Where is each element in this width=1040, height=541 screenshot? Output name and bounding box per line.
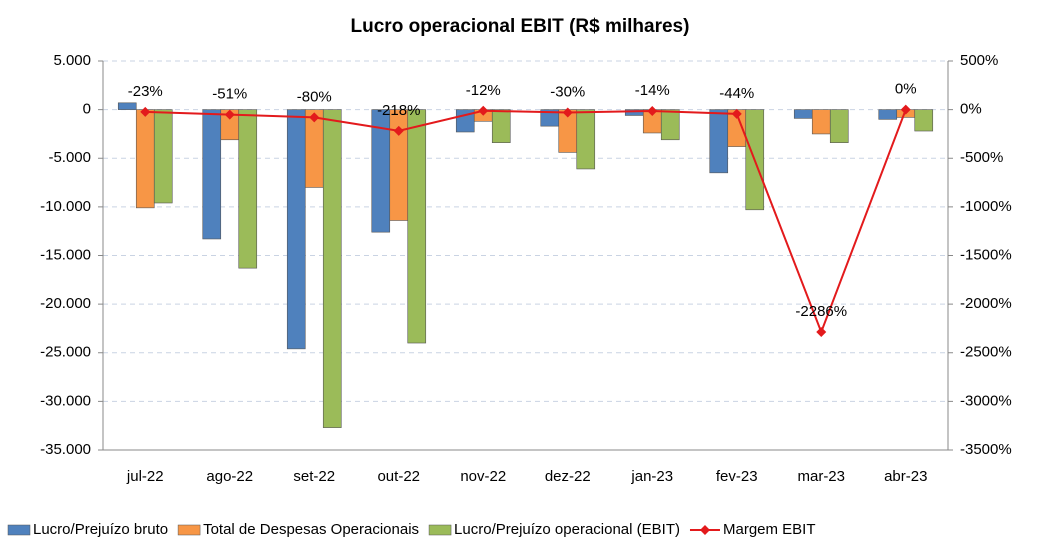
marker (562, 107, 573, 118)
marker (140, 106, 151, 117)
y2-tick-label: -500% (960, 149, 1003, 166)
legend-label: Lucro/Prejuízo operacional (EBIT) (454, 521, 680, 538)
bar (407, 109, 427, 344)
y-tick-label: -10.000 (40, 198, 91, 215)
x-tick-label: out-22 (377, 468, 420, 485)
bar (135, 109, 155, 209)
bar (660, 109, 680, 141)
bar (286, 109, 306, 350)
x-tick-label: mar-23 (797, 468, 845, 485)
data-label: -44% (719, 85, 754, 102)
bar (793, 109, 813, 119)
bar (202, 109, 222, 240)
marker (393, 125, 404, 136)
data-label: -51% (212, 86, 247, 103)
legend-swatch (177, 524, 201, 536)
bar (238, 109, 258, 269)
marker (647, 105, 658, 116)
chart-title: Lucro operacional EBIT (R$ milhares) (351, 16, 690, 37)
y2-tick-label: -3500% (960, 441, 1012, 458)
marker (816, 326, 827, 337)
marker (309, 112, 320, 123)
y2-tick-label: -1500% (960, 246, 1012, 263)
y2-tick-label: -2500% (960, 344, 1012, 361)
bar (878, 109, 898, 120)
legend-label: Total de Despesas Operacionais (203, 521, 419, 538)
data-label: -23% (128, 83, 163, 100)
marker (478, 105, 489, 116)
data-label: -14% (635, 82, 670, 99)
data-label: -12% (466, 82, 501, 99)
legend-marker (699, 525, 710, 535)
x-tick-label: abr-23 (884, 468, 927, 485)
x-tick-label: jul-22 (126, 468, 164, 485)
data-label: -2286% (795, 303, 847, 320)
x-tick-label: jan-23 (630, 468, 673, 485)
marker (224, 109, 235, 120)
y-tick-label: -25.000 (40, 344, 91, 361)
y-tick-label: -20.000 (40, 295, 91, 312)
y2-tick-label: -2000% (960, 295, 1012, 312)
bar (709, 109, 729, 174)
legend-label: Margem EBIT (723, 521, 816, 538)
bar (117, 102, 137, 110)
marker (731, 108, 742, 119)
y-tick-label: -5.000 (48, 149, 91, 166)
bar (811, 109, 831, 135)
data-label: -80% (297, 88, 332, 105)
bar (576, 109, 596, 170)
y-tick-label: -30.000 (40, 392, 91, 409)
y2-tick-label: 0% (960, 101, 982, 118)
legend-swatch (7, 524, 31, 536)
y-tick-label: 5.000 (53, 52, 91, 69)
line (145, 109, 907, 335)
y-tick-label: -35.000 (40, 441, 91, 458)
x-tick-label: set-22 (293, 468, 335, 485)
bar (491, 109, 511, 143)
bar (153, 109, 173, 204)
x-tick-label: fev-23 (716, 468, 758, 485)
y-tick-label: -15.000 (40, 246, 91, 263)
y2-tick-label: -3000% (960, 392, 1012, 409)
data-label: -218% (377, 102, 420, 119)
y-tick-label: 0 (83, 101, 91, 118)
x-tick-label: ago-22 (206, 468, 253, 485)
bar (914, 109, 934, 132)
x-tick-label: dez-22 (545, 468, 591, 485)
x-tick-label: nov-22 (460, 468, 506, 485)
y2-tick-label: 500% (960, 52, 998, 69)
data-label: -30% (550, 84, 585, 101)
bar (829, 109, 849, 143)
y2-tick-label: -1000% (960, 198, 1012, 215)
bar (322, 109, 342, 428)
marker (900, 104, 911, 115)
data-label: 0% (895, 81, 917, 98)
legend-label: Lucro/Prejuízo bruto (33, 521, 168, 538)
legend-swatch (428, 524, 452, 536)
